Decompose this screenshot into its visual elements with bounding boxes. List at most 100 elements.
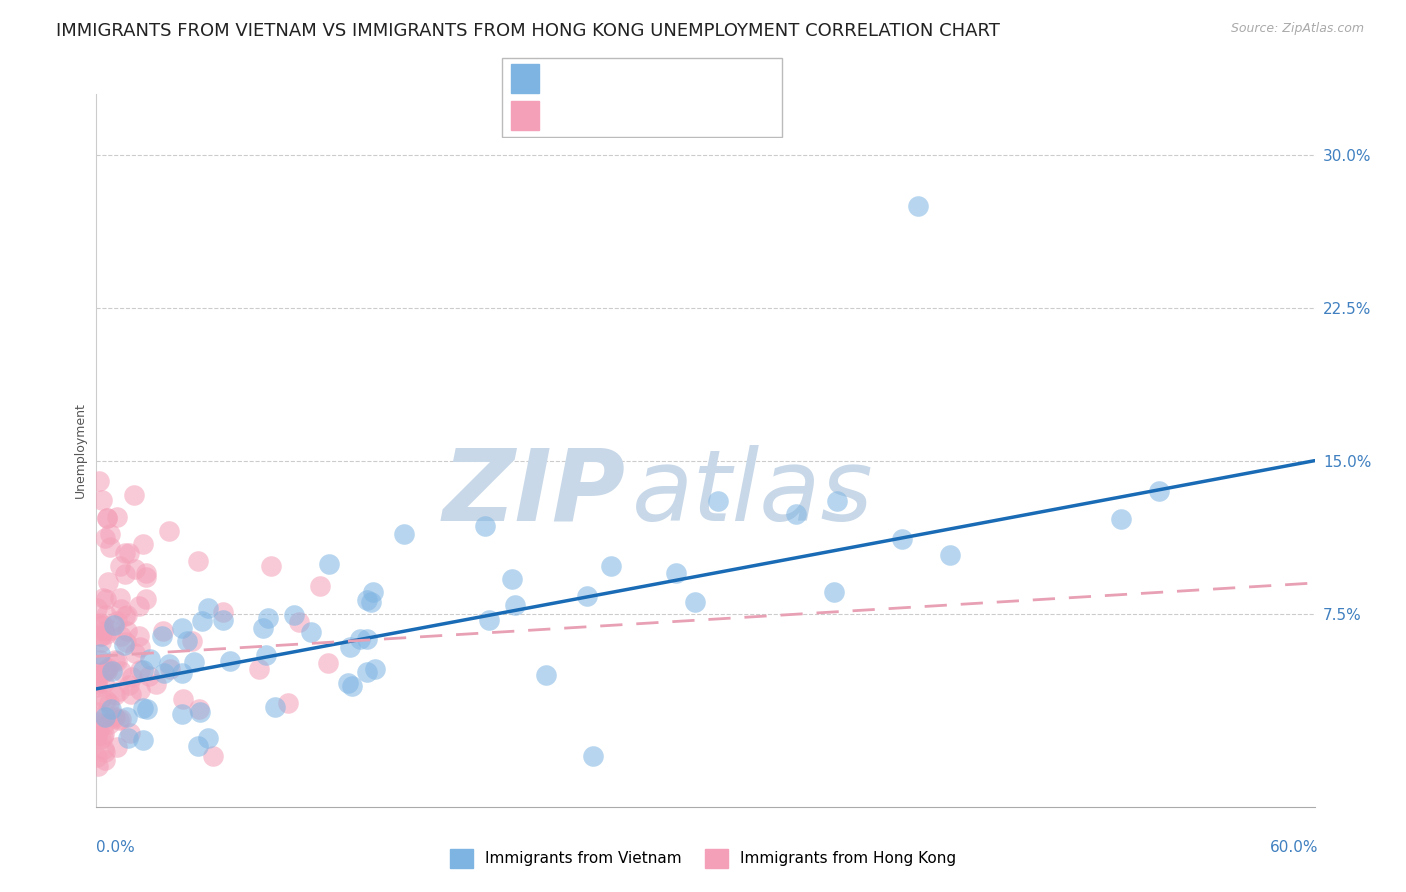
Point (252, 621, 274, 635)
Text: 0.556: 0.556 (591, 70, 643, 87)
Point (197, 731, 219, 745)
Point (96, 510, 118, 524)
Point (264, 700, 287, 714)
Point (107, 684, 129, 698)
Point (128, 629, 150, 643)
Point (108, 713, 131, 727)
Point (87, 759, 110, 773)
Point (1147, 484, 1170, 499)
Point (135, 592, 157, 607)
Point (131, 733, 153, 747)
Point (89, 616, 111, 631)
Point (157, 657, 180, 672)
Point (183, 655, 205, 669)
Point (827, 494, 849, 508)
Point (117, 731, 139, 745)
Point (152, 624, 174, 638)
Point (361, 584, 384, 599)
Text: N =: N = (666, 70, 703, 87)
Point (90, 629, 112, 643)
Point (316, 656, 339, 670)
Point (132, 537, 155, 551)
Point (170, 621, 193, 635)
Point (91, 657, 114, 671)
Point (212, 605, 235, 619)
Point (110, 664, 132, 678)
FancyBboxPatch shape (502, 58, 782, 136)
Point (247, 662, 270, 676)
Point (172, 666, 194, 681)
Text: 0.045: 0.045 (591, 106, 643, 124)
Point (308, 579, 330, 593)
Point (105, 614, 128, 628)
Point (110, 629, 132, 643)
Point (318, 557, 340, 571)
Point (342, 679, 364, 693)
Point (707, 494, 730, 508)
Text: 107: 107 (704, 106, 738, 124)
Point (392, 527, 415, 541)
Point (364, 662, 387, 676)
Point (91, 730, 114, 744)
Point (93, 624, 115, 638)
Point (1109, 511, 1132, 525)
Point (121, 670, 143, 684)
Point (356, 632, 378, 646)
Point (135, 570, 157, 584)
Point (91, 709, 114, 723)
Point (257, 611, 280, 625)
Point (90, 635, 112, 649)
Point (139, 652, 162, 666)
Point (187, 553, 209, 567)
Point (907, 199, 929, 213)
Point (86, 727, 108, 741)
Point (110, 712, 132, 726)
Point (89, 722, 111, 736)
Point (277, 696, 299, 710)
Point (100, 624, 122, 638)
Point (120, 725, 142, 739)
Point (86, 675, 108, 690)
Point (86, 601, 108, 615)
Point (576, 589, 599, 603)
Point (254, 648, 277, 662)
Point (172, 691, 194, 706)
Point (115, 607, 138, 622)
Text: IMMIGRANTS FROM VIETNAM VS IMMIGRANTS FROM HONG KONG UNEMPLOYMENT CORRELATION CH: IMMIGRANTS FROM VIETNAM VS IMMIGRANTS FR… (56, 22, 1000, 40)
Point (356, 592, 378, 607)
Point (360, 595, 382, 609)
Point (101, 664, 124, 678)
Point (104, 653, 127, 667)
Point (90, 493, 112, 508)
Point (823, 585, 845, 599)
Point (150, 629, 173, 643)
Point (349, 632, 371, 646)
Point (202, 749, 225, 764)
Point (94, 692, 117, 706)
Point (94, 626, 117, 640)
Point (536, 667, 558, 681)
Point (94, 754, 117, 768)
Text: N =: N = (666, 106, 703, 124)
Point (115, 624, 138, 638)
Point (93, 727, 115, 741)
Text: R =: R = (548, 106, 583, 124)
Point (283, 608, 305, 623)
Point (87, 617, 110, 632)
Point (94, 591, 117, 606)
Point (211, 613, 233, 627)
Point (98, 696, 121, 710)
Point (683, 595, 706, 609)
Point (86, 715, 108, 730)
Legend: Immigrants from Vietnam, Immigrants from Hong Kong: Immigrants from Vietnam, Immigrants from… (444, 843, 962, 873)
Point (103, 618, 125, 632)
Point (97, 717, 120, 731)
Point (336, 676, 359, 690)
Point (939, 549, 962, 563)
Point (665, 566, 688, 581)
Point (188, 706, 211, 720)
Point (124, 561, 146, 575)
Point (474, 519, 496, 533)
Point (128, 682, 150, 697)
Point (114, 546, 136, 560)
